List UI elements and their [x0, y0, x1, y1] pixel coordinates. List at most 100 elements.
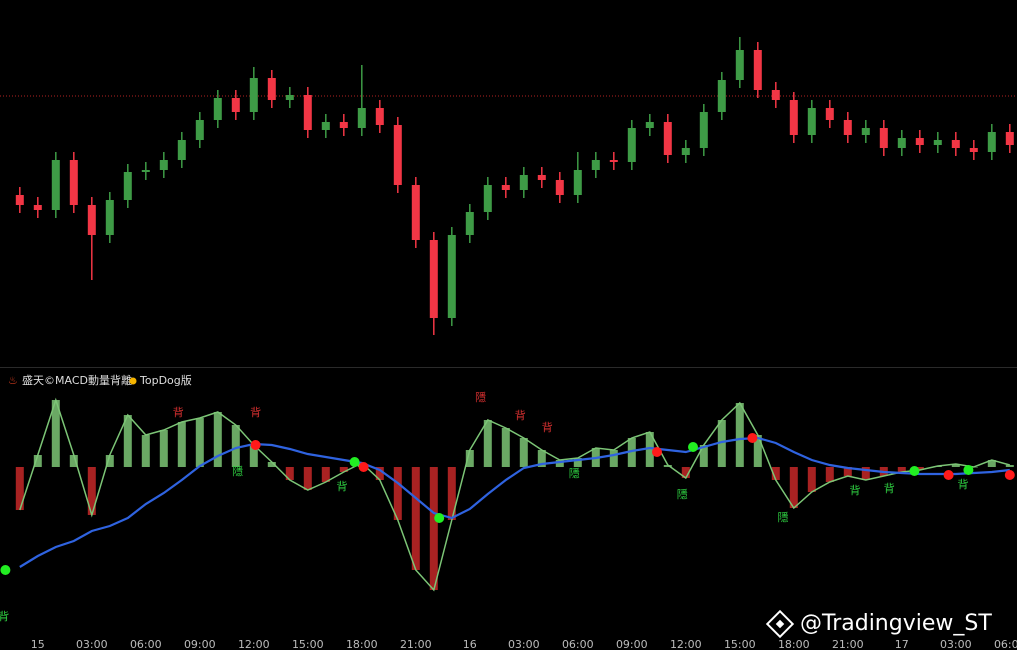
cross-marker [688, 442, 698, 452]
candle-body [861, 128, 870, 135]
candle-body [87, 205, 96, 235]
x-tick-label: 09:00 [616, 638, 648, 650]
cross-marker [358, 462, 369, 472]
divergence-label: 隱 [778, 510, 789, 524]
candle-body [69, 160, 78, 205]
divergence-label: 隱 [232, 464, 243, 478]
candle-body [537, 175, 546, 180]
candle-body [411, 185, 420, 240]
candle-body [789, 100, 798, 135]
candle-body [429, 240, 438, 318]
x-tick-label: 21:00 [400, 638, 432, 650]
divergence-label: 隱 [569, 466, 580, 480]
x-tick-label: 06:00 [994, 638, 1017, 650]
candle-body [321, 122, 330, 130]
candle-body [879, 128, 888, 148]
macd-bar [123, 415, 132, 467]
macd-bar [213, 412, 222, 467]
divergence-label: 背 [515, 408, 526, 422]
cross-marker [963, 465, 974, 475]
watermark: @Tradingview_ST [800, 611, 992, 636]
macd-bar [789, 467, 798, 508]
divergence-label: 背 [173, 405, 184, 419]
candle-body [501, 185, 510, 190]
macd-bar [627, 438, 636, 467]
candle-body [555, 180, 564, 195]
macd-bar [321, 467, 330, 482]
macd-bar [141, 435, 150, 467]
macd-bar [249, 445, 258, 467]
candle-body [681, 148, 690, 155]
candle-body [663, 122, 672, 155]
macd-bar [645, 432, 654, 467]
divergence-label: 背 [542, 420, 553, 434]
candle-body [249, 78, 258, 112]
macd-bar [825, 467, 834, 482]
x-tick-label: 06:00 [130, 638, 162, 650]
x-tick-label: 15:00 [292, 638, 324, 650]
divergence-label: 隱 [677, 487, 688, 501]
divergence-label: 背 [850, 483, 861, 497]
macd-bar [915, 467, 924, 470]
macd-bar [159, 430, 168, 467]
candle-body [231, 98, 240, 112]
candle-body [285, 95, 294, 100]
macd-bar [951, 464, 960, 467]
candle-body [375, 108, 384, 125]
candle-body [933, 140, 942, 145]
macd-bar [393, 467, 402, 520]
candle-body [483, 185, 492, 212]
macd-bar [177, 422, 186, 467]
macd-bar [375, 467, 384, 480]
candle-body [1005, 132, 1014, 145]
candle-body [573, 170, 582, 195]
macd-bar [519, 438, 528, 467]
macd-bar [15, 467, 24, 510]
macd-bar [303, 467, 312, 490]
cross-marker [909, 466, 920, 476]
macd-bar [87, 467, 96, 515]
candle-body [15, 195, 24, 205]
macd-bar [897, 467, 906, 472]
macd-bar [555, 460, 564, 467]
x-tick-label: 15:00 [724, 638, 756, 650]
macd-bar [285, 467, 294, 480]
candle-body [609, 160, 618, 162]
macd-bar [861, 467, 870, 480]
x-tick-label: 03:00 [508, 638, 540, 650]
macd-bar [51, 400, 60, 467]
candle-body [213, 98, 222, 120]
candle-body [393, 125, 402, 185]
candle-body [897, 138, 906, 148]
candle-body [699, 112, 708, 148]
candle-body [123, 172, 132, 200]
candle-body [357, 108, 366, 128]
divergence-label: 背 [250, 405, 261, 419]
candle-body [33, 205, 42, 210]
candle-body [447, 235, 456, 318]
indicator-title: 盛天©MACD動量背離 [22, 373, 132, 387]
macd-bar [501, 428, 510, 467]
candle-body [195, 120, 204, 140]
macd-bar [1005, 465, 1014, 467]
indicator-icon: ♨ [8, 374, 18, 387]
candle-body [753, 50, 762, 90]
candle-body [987, 132, 996, 152]
divergence-label: 背 [884, 481, 895, 495]
candle-body [159, 160, 168, 170]
candle-body [51, 160, 60, 210]
candle-body [465, 212, 474, 235]
candle-body [969, 148, 978, 152]
signal-line [19, 436, 1010, 568]
x-tick-label: 18:00 [778, 638, 810, 650]
macd-bar [69, 455, 78, 467]
x-tick-label: 03:00 [940, 638, 972, 650]
candle-body [915, 138, 924, 145]
macd-bar [339, 467, 348, 472]
x-tick-label: 15 [31, 638, 45, 650]
x-tick-label: 12:00 [238, 638, 270, 650]
macd-bar [681, 467, 690, 478]
macd-bar [753, 435, 762, 467]
macd-bar [483, 420, 492, 467]
